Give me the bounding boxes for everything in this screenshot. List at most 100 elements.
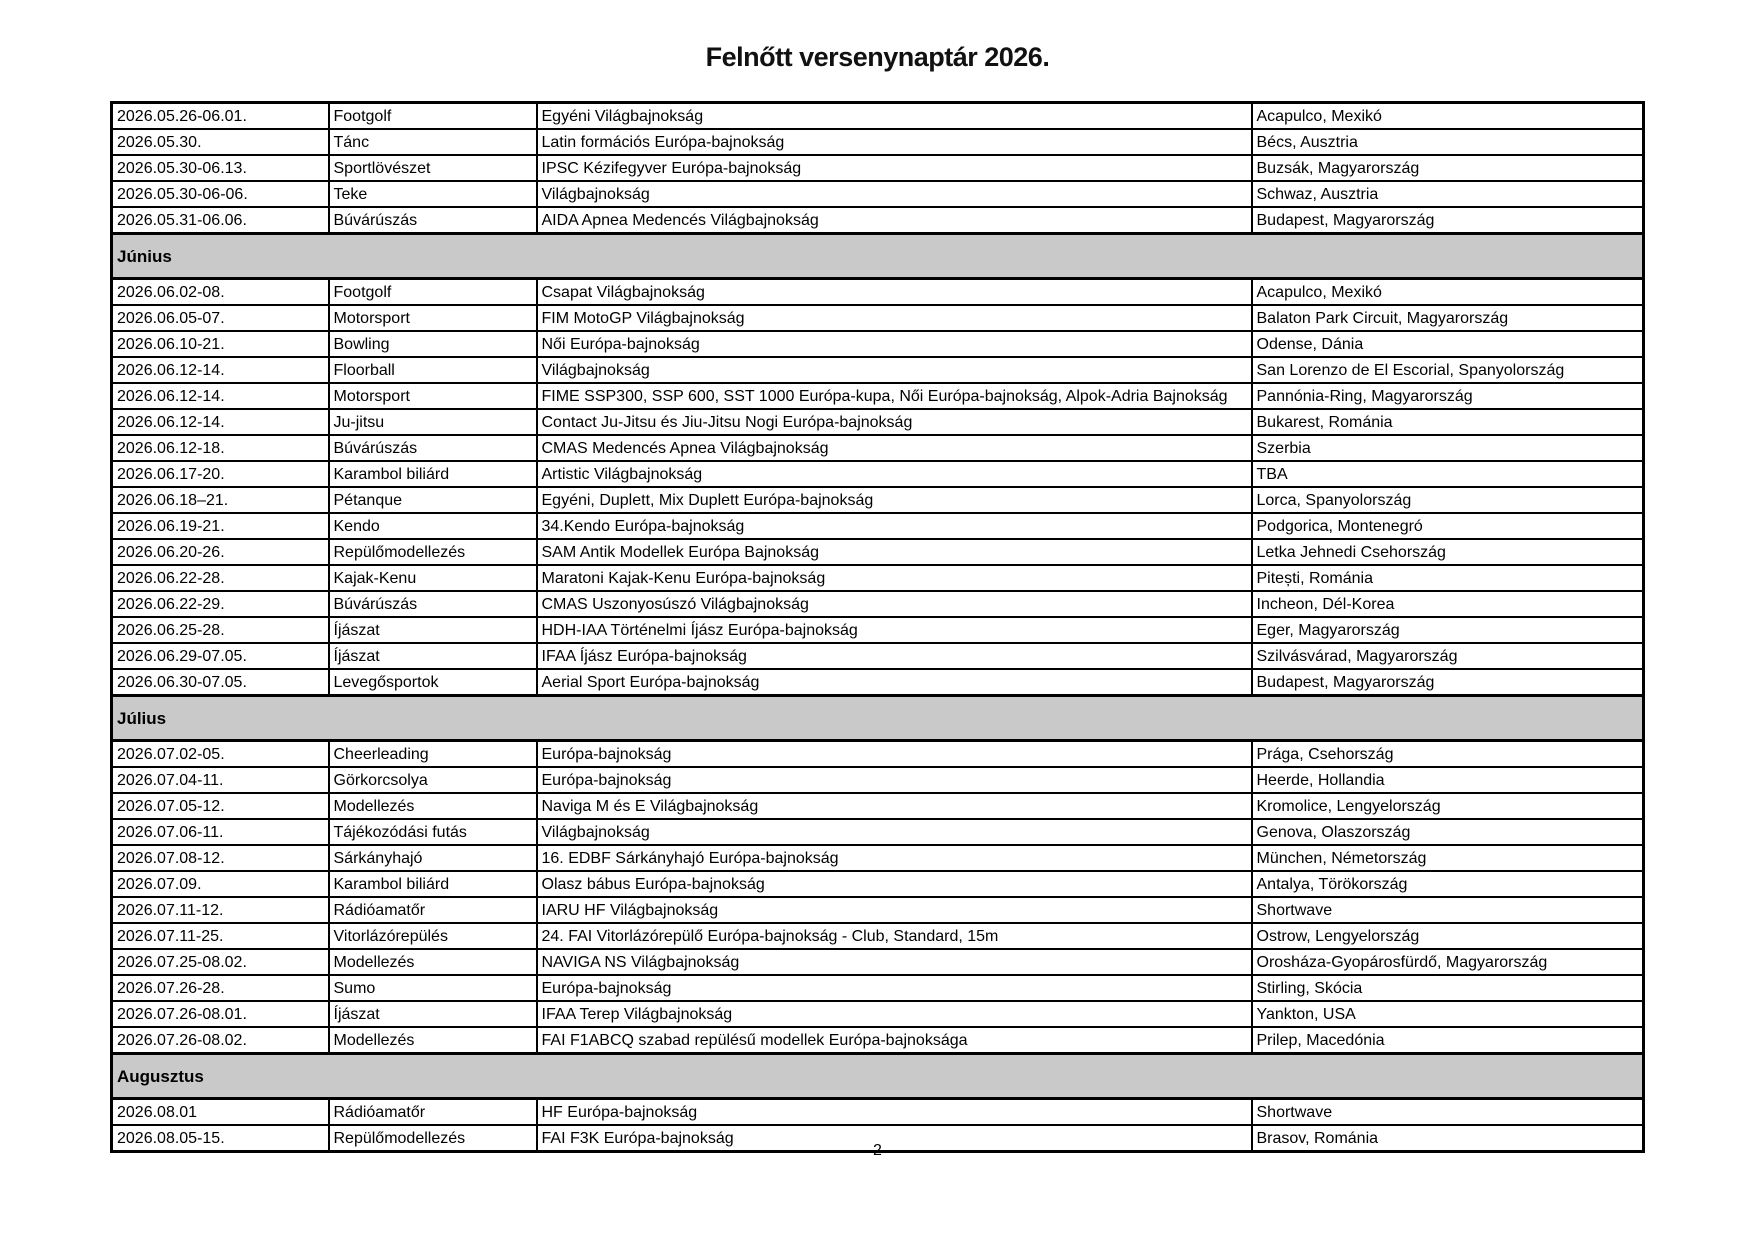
- cell-event: 34.Kendo Európa-bajnokság: [535, 512, 1253, 540]
- event-row: 2026.07.04-11. Görkorcsolya Európa-bajnoks…: [110, 766, 1645, 794]
- cell-date: 2026.07.02-05.: [110, 739, 330, 768]
- cell-date: 2026.06.19-21.: [110, 512, 330, 540]
- cell-event: 24. FAI Vitorlázórepülő Európa-bajnokság…: [535, 922, 1253, 950]
- cell-event: CMAS Medencés Apnea Világbajnokság: [535, 434, 1253, 462]
- cell-location: Letka Jehnedi Csehország: [1250, 538, 1645, 566]
- cell-date: 2026.06.25-28.: [110, 616, 330, 644]
- cell-sport: Karambol biliárd: [327, 870, 538, 898]
- cell-location: Shortwave: [1250, 1097, 1645, 1126]
- cell-date: 2026.07.25-08.02.: [110, 948, 330, 976]
- month-section-header: Június: [110, 232, 1645, 280]
- event-row: 2026.06.19-21. Kendo 34.Kendo Európa-bajno…: [110, 512, 1645, 540]
- event-row: 2026.07.11-12. Rádióamatőr IARU HF Világba…: [110, 896, 1645, 924]
- cell-location: Lorca, Spanyolország: [1250, 486, 1645, 514]
- cell-sport: Görkorcsolya: [327, 766, 538, 794]
- cell-sport: Sárkányhajó: [327, 844, 538, 872]
- cell-date: 2026.05.30.: [110, 128, 330, 156]
- cell-location: Acapulco, Mexikó: [1250, 277, 1645, 306]
- cell-location: Stirling, Skócia: [1250, 974, 1645, 1002]
- cell-location: Pitești, Románia: [1250, 564, 1645, 592]
- event-row: 2026.05.31-06.06. Búvárúszás AIDA Apnea Me…: [110, 206, 1645, 235]
- cell-event: Európa-bajnokság: [535, 739, 1253, 768]
- cell-event: HDH-IAA Történelmi Íjász Európa-bajnoksá…: [535, 616, 1253, 644]
- event-row: 2026.06.29-07.05. Íjászat IFAA Íjász Európ…: [110, 642, 1645, 670]
- cell-event: Egyéni, Duplett, Mix Duplett Európa-bajn…: [535, 486, 1253, 514]
- event-row: 2026.07.26-08.02. Modellezés FAI F1ABCQ sz…: [110, 1026, 1645, 1055]
- cell-location: San Lorenzo de El Escorial, Spanyolorszá…: [1250, 356, 1645, 384]
- cell-sport: Floorball: [327, 356, 538, 384]
- cell-date: 2026.07.08-12.: [110, 844, 330, 872]
- cell-event: AIDA Apnea Medencés Világbajnokság: [535, 206, 1253, 235]
- cell-sport: Ju-jitsu: [327, 408, 538, 436]
- cell-sport: Rádióamatőr: [327, 1097, 538, 1126]
- cell-location: Shortwave: [1250, 896, 1645, 924]
- event-row: 2026.08.01 Rádióamatőr HF Európa-bajnokság…: [110, 1097, 1645, 1126]
- month-section-row: Július: [110, 694, 1645, 742]
- event-row: 2026.06.30-07.05. Levegősportok Aerial Spo…: [110, 668, 1645, 697]
- cell-date: 2026.07.26-08.01.: [110, 1000, 330, 1028]
- cell-event: Csapat Világbajnokság: [535, 277, 1253, 306]
- event-row: 2026.05.30. Tánc Latin formációs Európa-ba…: [110, 128, 1645, 156]
- cell-sport: Íjászat: [327, 642, 538, 670]
- cell-sport: Motorsport: [327, 382, 538, 410]
- event-row: 2026.05.26-06.01. Footgolf Egyéni Világbaj…: [110, 101, 1645, 130]
- cell-location: Heerde, Hollandia: [1250, 766, 1645, 794]
- event-row: 2026.06.12-18. Búvárúszás CMAS Medencés Ap…: [110, 434, 1645, 462]
- event-row: 2026.06.12-14. Motorsport FIME SSP300, SSP…: [110, 382, 1645, 410]
- cell-date: 2026.08.01: [110, 1097, 330, 1126]
- cell-date: 2026.05.26-06.01.: [110, 101, 330, 130]
- cell-sport: Bowling: [327, 330, 538, 358]
- cell-sport: Repülőmodellezés: [327, 1124, 538, 1153]
- month-section-header: Július: [110, 694, 1645, 742]
- cell-sport: Íjászat: [327, 1000, 538, 1028]
- cell-sport: Búvárúszás: [327, 434, 538, 462]
- cell-date: 2026.06.20-26.: [110, 538, 330, 566]
- cell-event: FIM MotoGP Világbajnokság: [535, 304, 1253, 332]
- cell-location: Buzsák, Magyarország: [1250, 154, 1645, 182]
- cell-date: 2026.08.05-15.: [110, 1124, 330, 1153]
- event-row: 2026.06.17-20. Karambol biliárd Artistic V…: [110, 460, 1645, 488]
- cell-location: Prága, Csehország: [1250, 739, 1645, 768]
- cell-sport: Tánc: [327, 128, 538, 156]
- cell-sport: Tájékozódási futás: [327, 818, 538, 846]
- cell-event: Aerial Sport Európa-bajnokság: [535, 668, 1253, 697]
- cell-date: 2026.06.29-07.05.: [110, 642, 330, 670]
- cell-sport: Búvárúszás: [327, 206, 538, 235]
- cell-sport: Cheerleading: [327, 739, 538, 768]
- cell-event: Világbajnokság: [535, 356, 1253, 384]
- cell-location: Bécs, Ausztria: [1250, 128, 1645, 156]
- cell-location: Balaton Park Circuit, Magyarország: [1250, 304, 1645, 332]
- cell-sport: Sportlövészet: [327, 154, 538, 182]
- cell-event: Egyéni Világbajnokság: [535, 101, 1253, 130]
- event-row: 2026.07.26-08.01. Íjászat IFAA Terep Világ…: [110, 1000, 1645, 1028]
- cell-sport: Kendo: [327, 512, 538, 540]
- table-body: 2026.05.26-06.01. Footgolf Egyéni Világbaj…: [110, 101, 1645, 1153]
- cell-sport: Modellezés: [327, 792, 538, 820]
- event-row: 2026.06.20-26. Repülőmodellezés SAM Antik …: [110, 538, 1645, 566]
- cell-location: Brasov, Románia: [1250, 1124, 1645, 1153]
- cell-event: Maratoni Kajak-Kenu Európa-bajnokság: [535, 564, 1253, 592]
- cell-location: Podgorica, Montenegró: [1250, 512, 1645, 540]
- cell-date: 2026.06.05-07.: [110, 304, 330, 332]
- cell-event: CMAS Uszonyosúszó Világbajnokság: [535, 590, 1253, 618]
- month-section-row: Augusztus: [110, 1052, 1645, 1100]
- cell-date: 2026.05.30-06.13.: [110, 154, 330, 182]
- cell-location: Kromolice, Lengyelország: [1250, 792, 1645, 820]
- cell-location: Szilvásvárad, Magyarország: [1250, 642, 1645, 670]
- cell-date: 2026.06.22-29.: [110, 590, 330, 618]
- cell-event: IFAA Terep Világbajnokság: [535, 1000, 1253, 1028]
- cell-location: Acapulco, Mexikó: [1250, 101, 1645, 130]
- cell-sport: Vitorlázórepülés: [327, 922, 538, 950]
- event-row: 2026.07.02-05. Cheerleading Európa-bajnoks…: [110, 739, 1645, 768]
- cell-date: 2026.07.11-12.: [110, 896, 330, 924]
- cell-date: 2026.06.22-28.: [110, 564, 330, 592]
- cell-event: HF Európa-bajnokság: [535, 1097, 1253, 1126]
- competition-calendar-table: 2026.05.26-06.01. Footgolf Egyéni Világbaj…: [110, 101, 1645, 1153]
- cell-date: 2026.07.04-11.: [110, 766, 330, 794]
- event-row: 2026.06.22-28. Kajak-Kenu Maratoni Kajak-K…: [110, 564, 1645, 592]
- event-row: 2026.05.30-06-06. Teke Világbajnokság Schwa…: [110, 180, 1645, 208]
- cell-event: Női Európa-bajnokság: [535, 330, 1253, 358]
- cell-event: Latin formációs Európa-bajnokság: [535, 128, 1253, 156]
- cell-sport: Kajak-Kenu: [327, 564, 538, 592]
